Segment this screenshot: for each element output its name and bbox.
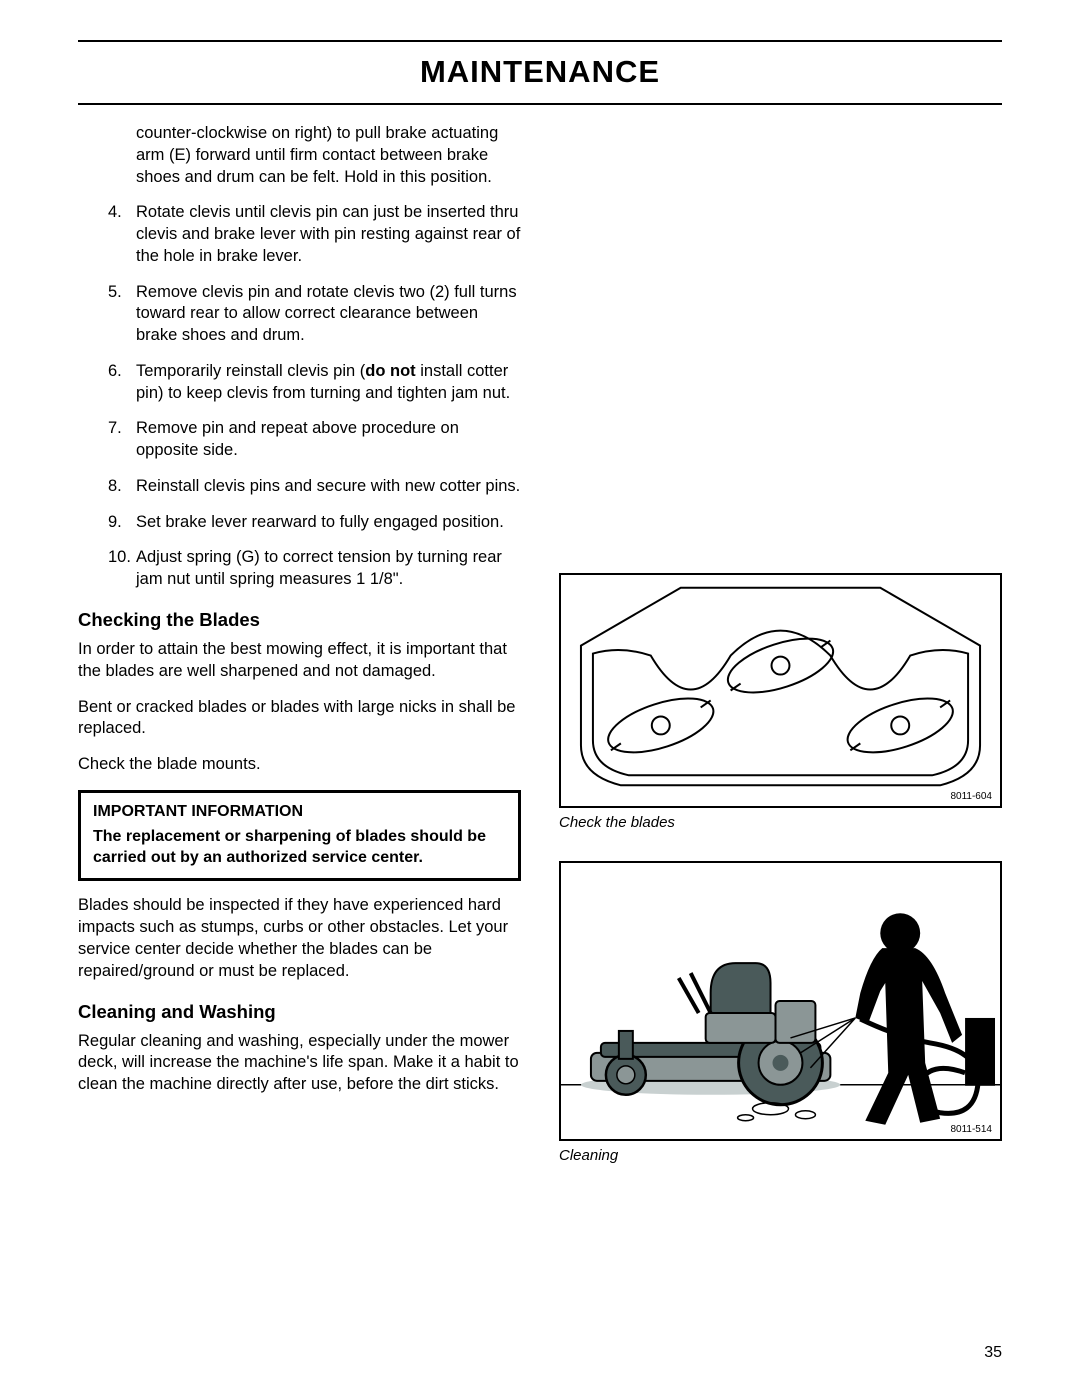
step-text: counter-clockwise on right) to pull brak… <box>136 124 498 186</box>
step-text: Set brake lever rearward to fully engage… <box>136 513 504 531</box>
step-text: Remove pin and repeat above procedure on… <box>136 419 459 459</box>
step-text: Remove clevis pin and rotate clevis two … <box>136 283 517 345</box>
checking-blades-p3: Check the blade mounts. <box>78 754 521 776</box>
cleaning-heading: Cleaning and Washing <box>78 1001 521 1023</box>
right-column: 8011-604 Check the blades <box>559 123 1002 1170</box>
step-5: 5. Remove clevis pin and rotate clevis t… <box>108 282 521 347</box>
step-4: 4. Rotate clevis until clevis pin can ju… <box>108 202 521 267</box>
step-number: 8. <box>108 476 122 498</box>
figure-ref: 8011-604 <box>950 791 992 802</box>
step-10: 10. Adjust spring (G) to correct tension… <box>108 547 521 591</box>
left-column: counter-clockwise on right) to pull brak… <box>78 123 521 1170</box>
content-columns: counter-clockwise on right) to pull brak… <box>78 123 1002 1170</box>
page-title: MAINTENANCE <box>78 40 1002 105</box>
figure-caption-cleaning: Cleaning <box>559 1147 1002 1164</box>
cleaning-diagram-svg <box>561 863 1000 1139</box>
step-3-continued: counter-clockwise on right) to pull brak… <box>108 123 521 188</box>
figure-caption-blades: Check the blades <box>559 814 1002 831</box>
step-number: 10. <box>108 547 131 569</box>
step-number: 7. <box>108 418 122 440</box>
step-9: 9. Set brake lever rearward to fully eng… <box>108 512 521 534</box>
step-number: 6. <box>108 361 122 383</box>
step-8: 8. Reinstall clevis pins and secure with… <box>108 476 521 498</box>
step-7: 7. Remove pin and repeat above procedure… <box>108 418 521 462</box>
step-text: Reinstall clevis pins and secure with ne… <box>136 477 520 495</box>
figure-ref: 8011-514 <box>950 1124 992 1135</box>
checking-blades-p4: Blades should be inspected if they have … <box>78 895 521 982</box>
step-6: 6. Temporarily reinstall clevis pin (do … <box>108 361 521 405</box>
step-number: 9. <box>108 512 122 534</box>
page-number: 35 <box>984 1344 1002 1362</box>
cleaning-p1: Regular cleaning and washing, especially… <box>78 1031 521 1096</box>
checking-blades-p2: Bent or cracked blades or blades with la… <box>78 697 521 741</box>
important-information-box: IMPORTANT INFORMATION The replacement or… <box>78 790 521 882</box>
steps-list: counter-clockwise on right) to pull brak… <box>108 123 521 591</box>
figure-cleaning: 8011-514 <box>559 861 1002 1141</box>
figure-check-blades: 8011-604 <box>559 573 1002 808</box>
step-text-a: Temporarily reinstall clevis pin ( <box>136 362 365 380</box>
step-number: 4. <box>108 202 122 224</box>
info-body: The replacement or sharpening of blades … <box>93 827 506 869</box>
step-text: Rotate clevis until clevis pin can just … <box>136 203 520 265</box>
step-number: 5. <box>108 282 122 304</box>
blades-diagram-svg <box>561 575 1000 806</box>
info-heading: IMPORTANT INFORMATION <box>93 803 506 821</box>
step-text-bold: do not <box>365 362 415 380</box>
checking-blades-p1: In order to attain the best mowing effec… <box>78 639 521 683</box>
checking-blades-heading: Checking the Blades <box>78 609 521 631</box>
step-text: Adjust spring (G) to correct tension by … <box>136 548 502 588</box>
